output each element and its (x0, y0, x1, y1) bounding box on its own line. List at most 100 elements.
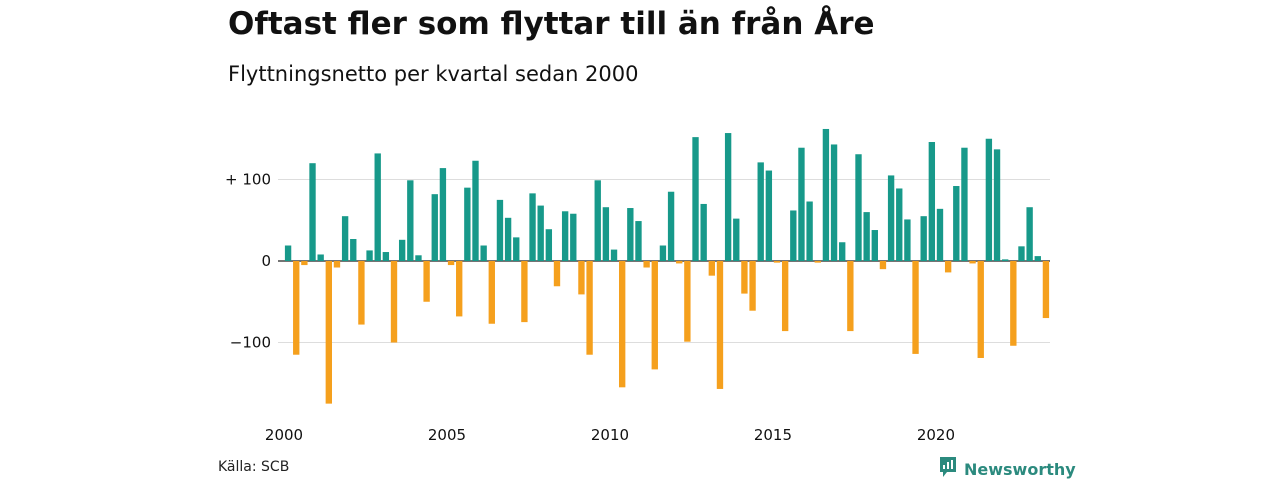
bar-negative (293, 261, 300, 355)
bar-positive (724, 133, 732, 261)
bar-negative (301, 261, 308, 266)
bar-positive (896, 188, 903, 261)
bar-positive (790, 210, 797, 261)
bar-positive (366, 250, 373, 261)
bar-positive (798, 147, 805, 261)
bar-positive (1034, 256, 1041, 261)
bar-positive (464, 187, 471, 261)
bar-positive (504, 217, 512, 262)
bar-negative (741, 261, 748, 294)
bar-negative (847, 261, 854, 332)
bar-negative (708, 261, 715, 276)
bar-negative (716, 261, 724, 389)
bar-negative (977, 261, 984, 358)
bar-positive (407, 180, 414, 261)
bar-negative (333, 261, 341, 268)
bar-positive (627, 208, 634, 261)
bar-negative (1010, 261, 1017, 346)
bar-negative (781, 261, 789, 332)
bar-positive (594, 180, 601, 261)
bar-positive (472, 160, 479, 261)
bar-positive (659, 245, 667, 261)
bar-positive (561, 211, 569, 261)
bar-positive (496, 199, 504, 261)
bar-positive (863, 212, 870, 261)
bar-positive (513, 237, 520, 261)
bar-positive (700, 203, 707, 261)
x-tick-label: 2015 (754, 426, 792, 444)
bar-positive (928, 142, 936, 261)
axis-labels: + 100 0 −100 2000 2005 2010 2015 2020 (225, 171, 955, 445)
bar-negative (814, 261, 821, 263)
bar-negative (651, 261, 658, 370)
bar-positive (1002, 259, 1009, 261)
bar-positive (920, 216, 927, 261)
bar-positive (1026, 207, 1033, 261)
bar-negative (553, 261, 561, 287)
chart-title: Oftast fler som flyttar till än från Åre (228, 6, 875, 42)
bar-positive (610, 249, 618, 261)
bar-negative (358, 261, 365, 325)
bar-positive (341, 216, 349, 261)
bar-negative (912, 261, 919, 354)
bar-negative (1042, 261, 1050, 319)
bar-negative (423, 261, 430, 302)
y-tick-label: 0 (261, 252, 271, 270)
bar-positive (602, 207, 610, 261)
bar-positive (887, 175, 895, 261)
bar-positive (480, 245, 487, 261)
bar-positive (309, 163, 316, 261)
bars (284, 128, 1050, 404)
bar-positive (871, 230, 878, 261)
bar-positive (904, 219, 911, 261)
bar-positive (806, 201, 813, 261)
source-note: Källa: SCB (218, 459, 290, 475)
bar-positive (692, 137, 699, 261)
bar-positive (953, 186, 960, 261)
chart-subtitle: Flyttningsnetto per kvartal sedan 2000 (228, 62, 639, 86)
bar-positive (855, 154, 862, 261)
bar-positive (635, 221, 642, 261)
bar-negative (773, 261, 781, 263)
bar-positive (757, 162, 764, 261)
bar-positive (839, 242, 846, 261)
bar-negative (619, 261, 626, 388)
x-tick-label: 2010 (591, 426, 629, 444)
y-tick-label: −100 (230, 334, 271, 352)
x-tick-label: 2020 (917, 426, 955, 444)
bar-positive (570, 213, 577, 261)
bar-negative (676, 261, 683, 264)
bar-positive (439, 168, 447, 261)
x-tick-label: 2000 (265, 426, 303, 444)
bar-negative (684, 261, 691, 342)
bar-negative (488, 261, 495, 324)
bar-positive (985, 138, 993, 261)
bar-negative (521, 261, 528, 323)
newsworthy-logo-icon (938, 456, 958, 482)
bar-positive (382, 252, 390, 261)
x-tick-label: 2005 (428, 426, 466, 444)
bar-positive (317, 254, 324, 261)
bar-positive (765, 170, 773, 261)
bar-negative (944, 261, 952, 273)
bar-positive (961, 147, 968, 261)
bar-negative (456, 261, 463, 317)
bar-positive (529, 193, 536, 261)
bar-positive (284, 245, 292, 261)
bar-positive (993, 149, 1001, 261)
bar-negative (325, 261, 332, 404)
bar-negative (749, 261, 756, 311)
y-tick-label: + 100 (225, 171, 271, 189)
bar-positive (1018, 246, 1025, 261)
bar-positive (545, 229, 553, 261)
bar-positive (667, 191, 675, 261)
bar-negative (879, 261, 887, 270)
newsworthy-brand[interactable]: Newsworthy (938, 456, 1076, 482)
bar-positive (374, 153, 381, 261)
bar-negative (390, 261, 398, 343)
bar-negative (578, 261, 585, 295)
brand-name: Newsworthy (964, 459, 1076, 479)
bar-negative (643, 261, 650, 268)
bar-positive (733, 218, 740, 261)
bar-negative (969, 261, 976, 264)
